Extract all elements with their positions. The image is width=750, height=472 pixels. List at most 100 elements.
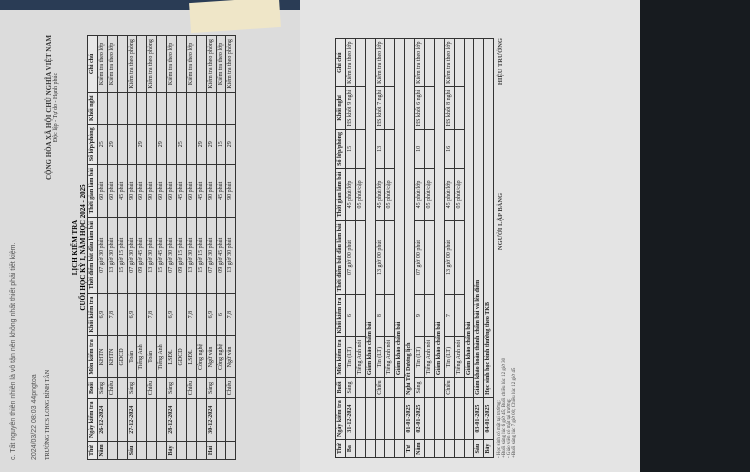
table-row: Chiều Tin (LT) 7 13 giờ 00 phút 45 phút/lớp 1… xyxy=(444,38,455,458)
table-cell xyxy=(464,377,474,398)
table-cell: 29 xyxy=(196,124,207,165)
table-cell: 60 phút xyxy=(166,164,177,218)
scrap-line: 2024/03/22 08:03 44pngtoa xyxy=(31,374,38,460)
table-cell xyxy=(136,92,147,125)
table-cell: 05 phút/cặp xyxy=(424,168,435,221)
table-cell xyxy=(365,397,376,440)
table-cell: Kiểm tra theo phòng xyxy=(206,35,217,93)
table-row: Năm 26-12-2024 Sáng KHTN 6,9 07 giờ 30 phút 60… xyxy=(97,35,108,460)
table-cell xyxy=(117,124,128,165)
table-cell xyxy=(444,397,455,440)
column-header: Số lớp/phòng xyxy=(335,129,346,169)
table-cell: 45 phút xyxy=(216,164,226,218)
table-cell: 45 phút xyxy=(117,164,128,218)
preparer-label: NGƯỜI LẬP BẢNG xyxy=(497,192,505,251)
table-cell: 13 giờ 30 phút xyxy=(186,217,197,294)
table-cell: 7,8 xyxy=(107,293,118,336)
table-cell: 07 giờ 00 phút xyxy=(414,220,425,295)
column-header: Buổi xyxy=(335,377,346,398)
motto: Độc lập - Tự do - Hạnh phúc xyxy=(53,72,59,143)
table-cell: 6 xyxy=(216,293,226,336)
table-cell: KHTN xyxy=(97,335,108,378)
table-cell xyxy=(454,439,465,458)
table-cell xyxy=(355,294,366,337)
table-row: Giám khảo chấm bài xyxy=(394,38,405,458)
table-cell xyxy=(424,439,435,458)
table-cell xyxy=(216,377,226,399)
table-cell xyxy=(176,441,187,460)
table-cell: 13 giờ 00 phút xyxy=(375,220,385,295)
table-cell: Kiểm tra theo lớp xyxy=(186,35,197,93)
table-cell: 16 xyxy=(444,129,455,169)
table-cell: HS khối 8 nghỉ xyxy=(444,86,455,130)
column-header: Khối nghỉ xyxy=(87,92,98,125)
table-cell: Toán xyxy=(127,335,137,378)
table-row: Bảy 28-12-2024 Sáng LSĐL 6,9 07 giờ 30 phút 60… xyxy=(166,35,177,460)
table-cell: Giám khảo hoàn thành chấm bài và lên điể… xyxy=(473,38,484,398)
table-cell: Năm xyxy=(97,441,108,460)
scrap-text: c. Tất nguyên thiên nhiên là vô tận nên … xyxy=(10,20,38,460)
table-cell xyxy=(196,398,207,442)
table-cell: 25 xyxy=(97,124,108,165)
table-row: Tiếng Anh 09 giờ 45 phút 60 phút 29 xyxy=(136,35,147,460)
table-cell xyxy=(384,129,395,169)
table-cell xyxy=(355,38,366,87)
table-cell xyxy=(166,92,177,125)
table-cell: 29 xyxy=(156,124,167,165)
table-cell xyxy=(384,377,395,398)
table-cell: 05 phút/cặp xyxy=(454,168,465,221)
left-schedule: TRƯỜNG THCS LONG BÌNH TÂN CỘNG HÒA XÃ HỘ… xyxy=(45,35,236,460)
table-cell: Chiều xyxy=(225,377,236,399)
table-cell xyxy=(434,397,445,440)
table-cell: Giám khảo chấm bài xyxy=(365,38,376,378)
table-cell: 29 xyxy=(225,124,236,165)
table-cell: 90 phút xyxy=(146,164,157,218)
table-cell: 7,8 xyxy=(186,293,197,336)
table-cell xyxy=(176,92,187,125)
table-cell: Bảy xyxy=(166,441,177,460)
table-cell xyxy=(117,35,128,93)
column-header: Khối nghỉ xyxy=(335,86,346,130)
table-cell xyxy=(355,220,366,295)
table-cell: 31-12-2024 xyxy=(345,397,356,440)
table-cell: Giám khảo chấm bài xyxy=(394,38,405,378)
table-cell xyxy=(454,294,465,337)
column-header: Thời điểm bắt đầu làm bài xyxy=(335,220,346,295)
table-cell: 6,9 xyxy=(127,293,137,336)
table-cell: Chiều xyxy=(107,377,118,399)
table-cell: Sáu xyxy=(127,441,137,460)
table-cell xyxy=(156,398,167,442)
table-cell xyxy=(225,398,236,442)
table-cell xyxy=(196,293,207,336)
table-cell xyxy=(454,397,465,440)
table-row: Giám khảo chấm bài xyxy=(365,38,376,458)
table-cell: 07 giờ 30 phút xyxy=(166,217,177,294)
table-cell xyxy=(464,439,474,458)
table-cell: 45 phút/lớp xyxy=(345,168,356,221)
table-cell xyxy=(156,441,167,460)
table-cell xyxy=(107,398,118,442)
table-cell xyxy=(176,398,187,442)
table-cell xyxy=(176,377,187,399)
table-cell: Kiểm tra theo lớp xyxy=(375,38,385,87)
table-cell: 13 giờ 00 phút xyxy=(444,220,455,295)
table-cell xyxy=(394,377,405,398)
table-cell xyxy=(136,377,147,399)
table-cell: 05 phút/cặp xyxy=(384,168,395,221)
table-cell: Kiểm tra theo lớp xyxy=(107,35,118,93)
table-cell xyxy=(424,129,435,169)
table-cell: 6 xyxy=(345,294,356,337)
table-cell xyxy=(146,124,157,165)
table-row: Năm 02-01-2025 Sáng Tin (LT) 9 07 giờ 00 phút… xyxy=(414,38,425,458)
table-cell: 45 phút xyxy=(176,164,187,218)
table-cell: 07 giờ 30 phút xyxy=(206,217,217,294)
table-cell: 90 phút xyxy=(225,164,236,218)
table-cell: Tiếng Anh xyxy=(136,335,147,378)
column-header: Khối kiểm tra xyxy=(335,294,346,337)
table-cell xyxy=(156,92,167,125)
table-cell xyxy=(176,35,187,93)
table-cell: Tư xyxy=(404,439,415,458)
table-cell: KHTN xyxy=(107,335,118,378)
column-header: Ghi chú xyxy=(87,35,98,93)
table-cell xyxy=(365,377,376,398)
